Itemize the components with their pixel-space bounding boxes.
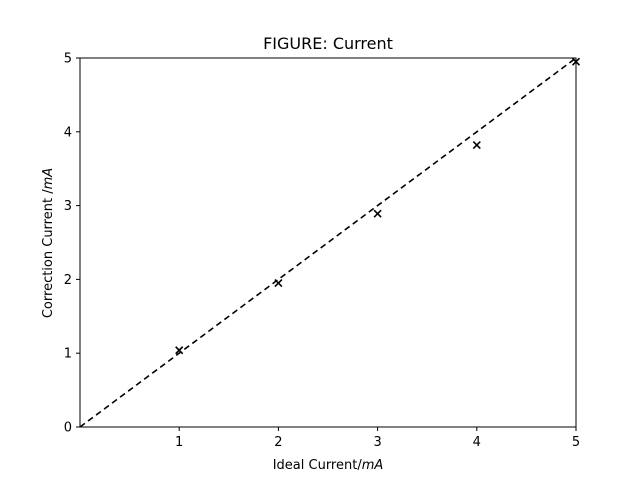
plot-area: 1 2 3 4 5 0 1 2 3 4 5 (64, 52, 580, 451)
x-tick-label: 2 (274, 435, 282, 450)
x-axis-label: Ideal Current/mA (273, 458, 384, 473)
y-tick-label: 2 (64, 273, 72, 288)
y-axis-label-main: Correction Current / (41, 189, 56, 318)
data-point (472, 141, 481, 150)
y-tick-label: 4 (64, 125, 72, 140)
data-point (274, 279, 283, 288)
y-axis-label: Correction Current /mA (41, 168, 56, 318)
x-tick-label: 4 (473, 435, 481, 450)
chart-title: FIGURE: Current (263, 34, 393, 53)
x-axis-label-main: Ideal Current/ (273, 458, 363, 473)
x-tick-label: 3 (373, 435, 381, 450)
reference-line (79, 57, 577, 428)
x-tick-label: 1 (175, 435, 183, 450)
y-tick-label: 5 (64, 52, 72, 67)
y-axis-label-unit: mA (41, 168, 56, 190)
y-tick-label: 3 (64, 199, 72, 214)
data-point (175, 346, 184, 355)
y-tick-label: 0 (64, 421, 72, 436)
data-point (373, 209, 382, 218)
x-axis-label-unit: mA (362, 458, 384, 473)
axes-frame (79, 57, 577, 428)
y-tick-label: 1 (64, 347, 72, 362)
x-tick-label: 5 (572, 435, 580, 450)
